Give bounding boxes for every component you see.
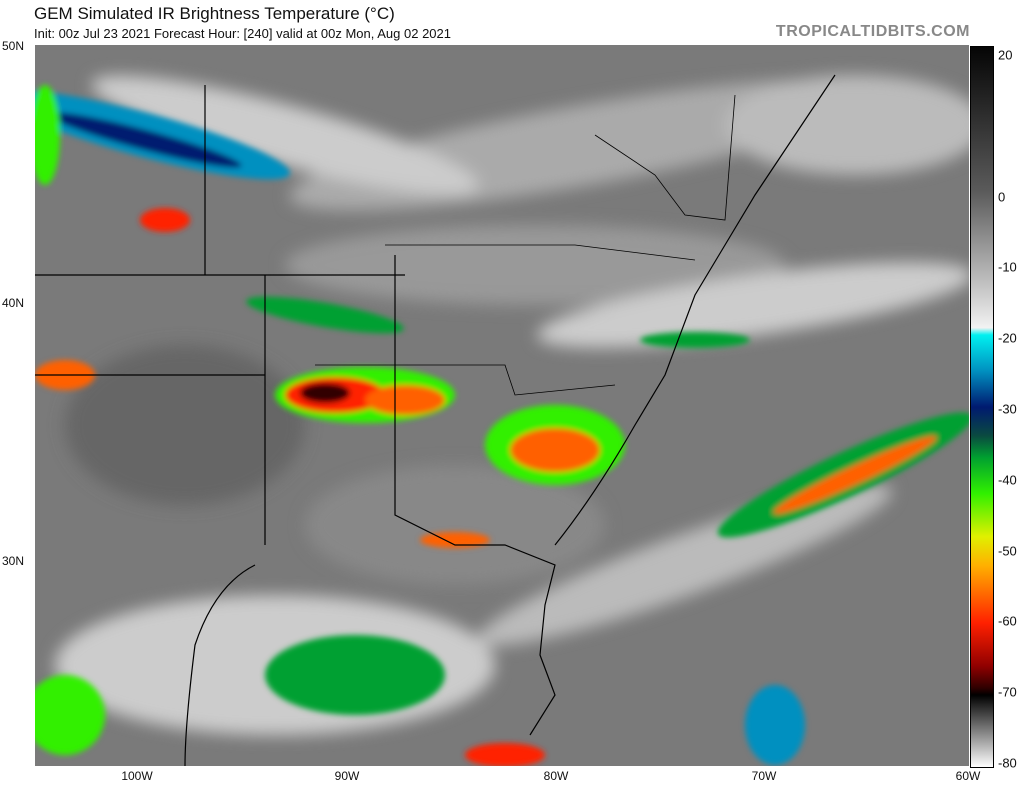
lon-label: 70W [751, 769, 777, 783]
colorbar-tick-label: -10 [998, 259, 1017, 275]
lon-label: 80W [543, 769, 569, 783]
colorbar-tick-label: -40 [998, 472, 1017, 488]
colorbar-tick-label: -50 [998, 543, 1017, 559]
lon-label: 90W [334, 769, 360, 783]
lat-label: 30N [2, 554, 25, 568]
lat-label: 40N [2, 296, 25, 310]
colorbar-tick-label: 20 [998, 47, 1013, 63]
ir-satellite-map [35, 45, 969, 766]
map-subtitle: Init: 00z Jul 23 2021 Forecast Hour: [24… [34, 26, 451, 41]
coastline-borders [35, 74, 836, 766]
colorbar [970, 46, 994, 768]
colorbar-tick-label: -60 [998, 613, 1017, 629]
colorbar-tick-label: -30 [998, 401, 1017, 417]
colorbar-tick-label: -80 [998, 755, 1017, 771]
lon-label: 100W [121, 769, 153, 783]
brand-watermark[interactable]: TROPICALTIDBITS.COM [775, 23, 970, 40]
colorbar-tick-label: -20 [998, 330, 1017, 346]
map-canvas [35, 74, 969, 766]
convection-layer [35, 85, 969, 766]
lat-label: 50N [2, 39, 25, 53]
colorbar-tick-label: 0 [998, 189, 1006, 205]
map-title: GEM Simulated IR Brightness Temperature … [34, 4, 395, 23]
colorbar-tick-label: -70 [998, 684, 1017, 700]
lon-label: 60W [955, 769, 981, 783]
